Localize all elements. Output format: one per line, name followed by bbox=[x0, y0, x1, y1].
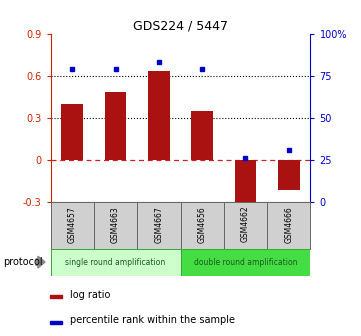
FancyBboxPatch shape bbox=[94, 202, 137, 249]
Bar bbox=[148, 72, 170, 160]
Text: log ratio: log ratio bbox=[70, 290, 111, 300]
Text: GSM4656: GSM4656 bbox=[198, 206, 206, 243]
Text: percentile rank within the sample: percentile rank within the sample bbox=[70, 316, 235, 325]
Bar bbox=[278, 160, 300, 191]
Bar bbox=[235, 160, 256, 204]
Bar bbox=[50, 321, 62, 324]
Bar bbox=[180, 249, 310, 276]
Bar bbox=[50, 295, 62, 298]
FancyBboxPatch shape bbox=[137, 202, 180, 249]
FancyBboxPatch shape bbox=[51, 202, 94, 249]
Bar bbox=[105, 92, 126, 160]
Text: GSM4666: GSM4666 bbox=[284, 206, 293, 243]
Text: GSM4667: GSM4667 bbox=[155, 206, 163, 243]
Text: double round amplification: double round amplification bbox=[194, 258, 297, 266]
FancyBboxPatch shape bbox=[180, 202, 224, 249]
Bar bbox=[191, 111, 213, 160]
Text: protocol: protocol bbox=[4, 257, 43, 267]
Text: GSM4662: GSM4662 bbox=[241, 206, 250, 243]
Text: GSM4657: GSM4657 bbox=[68, 206, 77, 243]
Bar bbox=[51, 249, 180, 276]
Text: GSM4663: GSM4663 bbox=[111, 206, 120, 243]
FancyBboxPatch shape bbox=[267, 202, 310, 249]
Text: single round amplification: single round amplification bbox=[65, 258, 166, 266]
Title: GDS224 / 5447: GDS224 / 5447 bbox=[133, 19, 228, 33]
Bar bbox=[61, 103, 83, 160]
FancyBboxPatch shape bbox=[224, 202, 267, 249]
